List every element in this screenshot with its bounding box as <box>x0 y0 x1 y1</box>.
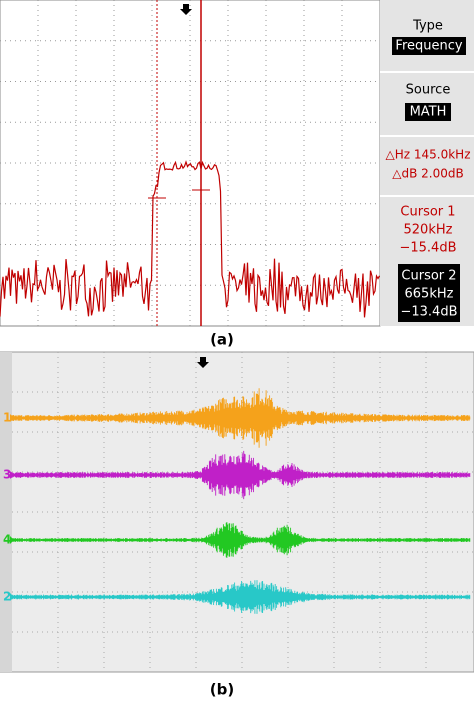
grid-a <box>0 0 380 326</box>
trigger-arrow <box>197 357 209 368</box>
delta-db: △dB 2.00dB <box>392 167 463 181</box>
channel-label: 4 <box>3 533 11 547</box>
caption-b: (b) <box>210 681 234 699</box>
channel-marker <box>10 593 14 601</box>
type-box <box>392 37 466 55</box>
cursor2-level: −13.4dB <box>400 305 457 320</box>
cursor1-freq: 520kHz <box>404 223 453 238</box>
channel-labels: 1 3 4 2 <box>3 411 14 604</box>
source-box <box>405 103 451 121</box>
channel-marker <box>10 414 14 422</box>
caption-a: (a) <box>210 331 234 349</box>
cursor1-title: Cursor 1 <box>400 205 455 220</box>
cursor2-title: Cursor 2 <box>401 269 456 284</box>
delta-hz: △Hz 145.0kHz <box>386 148 471 162</box>
source-value: MATH <box>410 105 447 120</box>
cursor1-level: −15.4dB <box>399 241 456 256</box>
channel-marker <box>10 471 14 479</box>
type-label: Type <box>412 19 443 34</box>
trigger-arrow <box>180 4 192 15</box>
channel-label: 3 <box>3 468 11 482</box>
type-value: Frequency <box>395 39 462 54</box>
spectrum-trace <box>0 160 381 318</box>
channel-label: 1 <box>3 411 11 425</box>
cursor2-freq: 665kHz <box>405 287 454 302</box>
source-label: Source <box>406 83 451 98</box>
channel-strip <box>0 352 12 672</box>
cursor2-box <box>398 264 460 322</box>
channel-marker <box>10 536 14 544</box>
channel-label: 2 <box>3 590 11 604</box>
